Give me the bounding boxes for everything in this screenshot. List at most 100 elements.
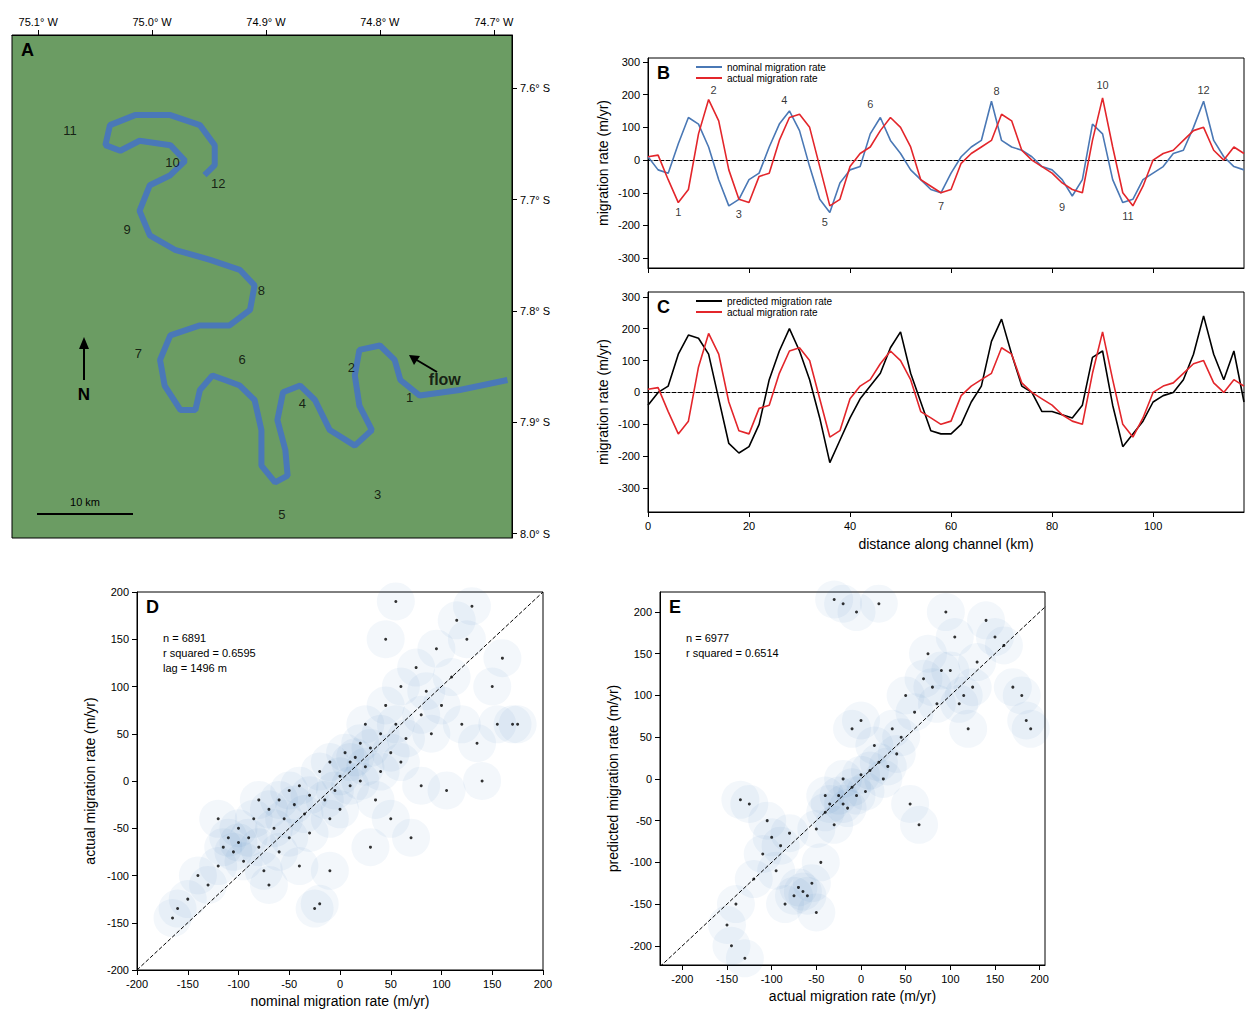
svg-text:150: 150 bbox=[483, 978, 501, 990]
svg-text:7.8° S: 7.8° S bbox=[520, 305, 550, 317]
svg-text:6: 6 bbox=[867, 98, 873, 110]
svg-text:100: 100 bbox=[622, 355, 640, 367]
svg-text:200: 200 bbox=[111, 586, 129, 598]
svg-text:11: 11 bbox=[63, 123, 77, 138]
svg-text:74.8° W: 74.8° W bbox=[360, 16, 400, 28]
svg-text:50: 50 bbox=[640, 731, 652, 743]
svg-text:-100: -100 bbox=[227, 978, 249, 990]
svg-text:-100: -100 bbox=[618, 418, 640, 430]
svg-text:-200: -200 bbox=[630, 940, 652, 952]
svg-text:lag = 1496 m: lag = 1496 m bbox=[163, 662, 227, 674]
svg-text:-200: -200 bbox=[618, 450, 640, 462]
svg-text:6: 6 bbox=[238, 352, 245, 367]
svg-text:75.1° W: 75.1° W bbox=[19, 16, 59, 28]
svg-text:0: 0 bbox=[634, 154, 640, 166]
svg-text:7.9° S: 7.9° S bbox=[520, 416, 550, 428]
svg-text:-50: -50 bbox=[636, 815, 652, 827]
svg-text:1: 1 bbox=[675, 206, 681, 218]
svg-text:8: 8 bbox=[258, 283, 265, 298]
svg-text:predicted migration rate (m/yr: predicted migration rate (m/yr) bbox=[605, 685, 621, 873]
svg-text:-200: -200 bbox=[126, 978, 148, 990]
svg-text:50: 50 bbox=[900, 973, 912, 985]
svg-text:r squared = 0.6514: r squared = 0.6514 bbox=[686, 647, 779, 659]
svg-text:9: 9 bbox=[1059, 201, 1065, 213]
svg-text:actual migration rate (m/yr): actual migration rate (m/yr) bbox=[769, 988, 936, 1004]
svg-text:4: 4 bbox=[781, 94, 787, 106]
svg-text:-200: -200 bbox=[671, 973, 693, 985]
svg-text:200: 200 bbox=[622, 89, 640, 101]
svg-text:1: 1 bbox=[406, 390, 413, 405]
svg-text:200: 200 bbox=[622, 323, 640, 335]
svg-text:40: 40 bbox=[844, 520, 856, 532]
svg-text:0: 0 bbox=[858, 973, 864, 985]
svg-text:74.7° W: 74.7° W bbox=[474, 16, 514, 28]
svg-text:0: 0 bbox=[645, 520, 651, 532]
svg-text:-100: -100 bbox=[761, 973, 783, 985]
svg-text:2: 2 bbox=[348, 360, 355, 375]
svg-text:N: N bbox=[78, 385, 90, 404]
svg-text:100: 100 bbox=[432, 978, 450, 990]
svg-text:7.6° S: 7.6° S bbox=[520, 82, 550, 94]
svg-text:actual migration rate: actual migration rate bbox=[727, 307, 818, 318]
svg-text:8.0° S: 8.0° S bbox=[520, 528, 550, 540]
svg-text:80: 80 bbox=[1046, 520, 1058, 532]
svg-text:0: 0 bbox=[646, 773, 652, 785]
svg-text:4: 4 bbox=[299, 396, 306, 411]
svg-text:-200: -200 bbox=[107, 964, 129, 976]
svg-text:migration rate (m/yr): migration rate (m/yr) bbox=[595, 100, 611, 226]
svg-text:9: 9 bbox=[123, 222, 130, 237]
svg-text:D: D bbox=[146, 597, 159, 617]
svg-text:100: 100 bbox=[634, 689, 652, 701]
svg-text:-300: -300 bbox=[618, 252, 640, 264]
svg-text:7: 7 bbox=[135, 346, 142, 361]
svg-text:5: 5 bbox=[278, 507, 285, 522]
svg-text:200: 200 bbox=[634, 606, 652, 618]
svg-text:100: 100 bbox=[941, 973, 959, 985]
svg-text:300: 300 bbox=[622, 291, 640, 303]
svg-text:50: 50 bbox=[385, 978, 397, 990]
svg-text:300: 300 bbox=[622, 56, 640, 68]
svg-text:nominal migration rate (m/yr): nominal migration rate (m/yr) bbox=[251, 993, 430, 1009]
svg-text:74.9° W: 74.9° W bbox=[246, 16, 286, 28]
svg-text:actual migration rate: actual migration rate bbox=[727, 73, 818, 84]
svg-text:0: 0 bbox=[634, 386, 640, 398]
svg-text:A: A bbox=[21, 40, 34, 60]
svg-text:-100: -100 bbox=[618, 187, 640, 199]
svg-text:12: 12 bbox=[1197, 84, 1209, 96]
svg-text:-100: -100 bbox=[107, 870, 129, 882]
svg-text:150: 150 bbox=[986, 973, 1004, 985]
svg-text:-300: -300 bbox=[618, 482, 640, 494]
svg-text:E: E bbox=[669, 597, 681, 617]
svg-text:200: 200 bbox=[1030, 973, 1048, 985]
svg-text:-150: -150 bbox=[630, 898, 652, 910]
svg-text:8: 8 bbox=[993, 85, 999, 97]
svg-text:-50: -50 bbox=[281, 978, 297, 990]
svg-text:100: 100 bbox=[1144, 520, 1162, 532]
svg-text:3: 3 bbox=[374, 487, 381, 502]
svg-text:150: 150 bbox=[634, 648, 652, 660]
svg-text:20: 20 bbox=[743, 520, 755, 532]
svg-text:10: 10 bbox=[1096, 79, 1108, 91]
svg-text:nominal migration rate: nominal migration rate bbox=[727, 62, 826, 73]
svg-text:flow: flow bbox=[429, 371, 462, 388]
svg-text:C: C bbox=[657, 297, 670, 317]
svg-text:-100: -100 bbox=[630, 856, 652, 868]
svg-text:migration rate (m/yr): migration rate (m/yr) bbox=[595, 339, 611, 465]
svg-text:r squared = 0.6595: r squared = 0.6595 bbox=[163, 647, 256, 659]
svg-text:11: 11 bbox=[1122, 210, 1133, 222]
svg-text:200: 200 bbox=[534, 978, 552, 990]
svg-text:n = 6977: n = 6977 bbox=[686, 632, 729, 644]
svg-text:7: 7 bbox=[938, 200, 944, 212]
svg-text:0: 0 bbox=[337, 978, 343, 990]
svg-text:actual migration rate (m/yr): actual migration rate (m/yr) bbox=[82, 697, 98, 864]
svg-text:distance along channel (km): distance along channel (km) bbox=[858, 536, 1033, 552]
svg-text:75.0° W: 75.0° W bbox=[132, 16, 172, 28]
svg-text:12: 12 bbox=[211, 176, 225, 191]
svg-text:7.7° S: 7.7° S bbox=[520, 194, 550, 206]
svg-text:-200: -200 bbox=[618, 219, 640, 231]
svg-text:-150: -150 bbox=[177, 978, 199, 990]
svg-text:10 km: 10 km bbox=[70, 496, 100, 508]
svg-text:10: 10 bbox=[165, 155, 179, 170]
svg-text:100: 100 bbox=[622, 121, 640, 133]
svg-text:150: 150 bbox=[111, 633, 129, 645]
